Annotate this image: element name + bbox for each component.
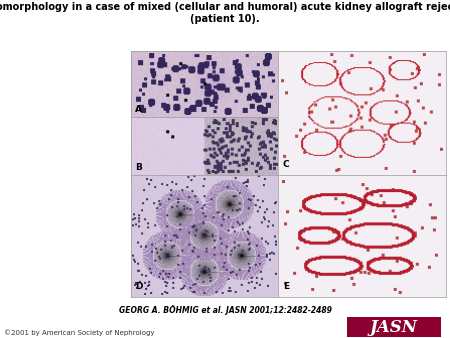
Text: A: A (135, 105, 142, 114)
FancyBboxPatch shape (346, 317, 441, 337)
Text: GEORG A. BÖHMIG et al. JASN 2001;12:2482-2489: GEORG A. BÖHMIG et al. JASN 2001;12:2482… (118, 305, 332, 315)
Text: Histomorphology in a case of mixed (cellular and humoral) acute kidney allograft: Histomorphology in a case of mixed (cell… (0, 2, 450, 24)
Text: E: E (283, 282, 289, 291)
Text: JASN: JASN (370, 318, 418, 336)
Text: B: B (135, 163, 142, 172)
Text: ©2001 by American Society of Nephrology: ©2001 by American Society of Nephrology (4, 329, 155, 336)
Text: D: D (135, 282, 142, 291)
Text: C: C (283, 160, 289, 169)
